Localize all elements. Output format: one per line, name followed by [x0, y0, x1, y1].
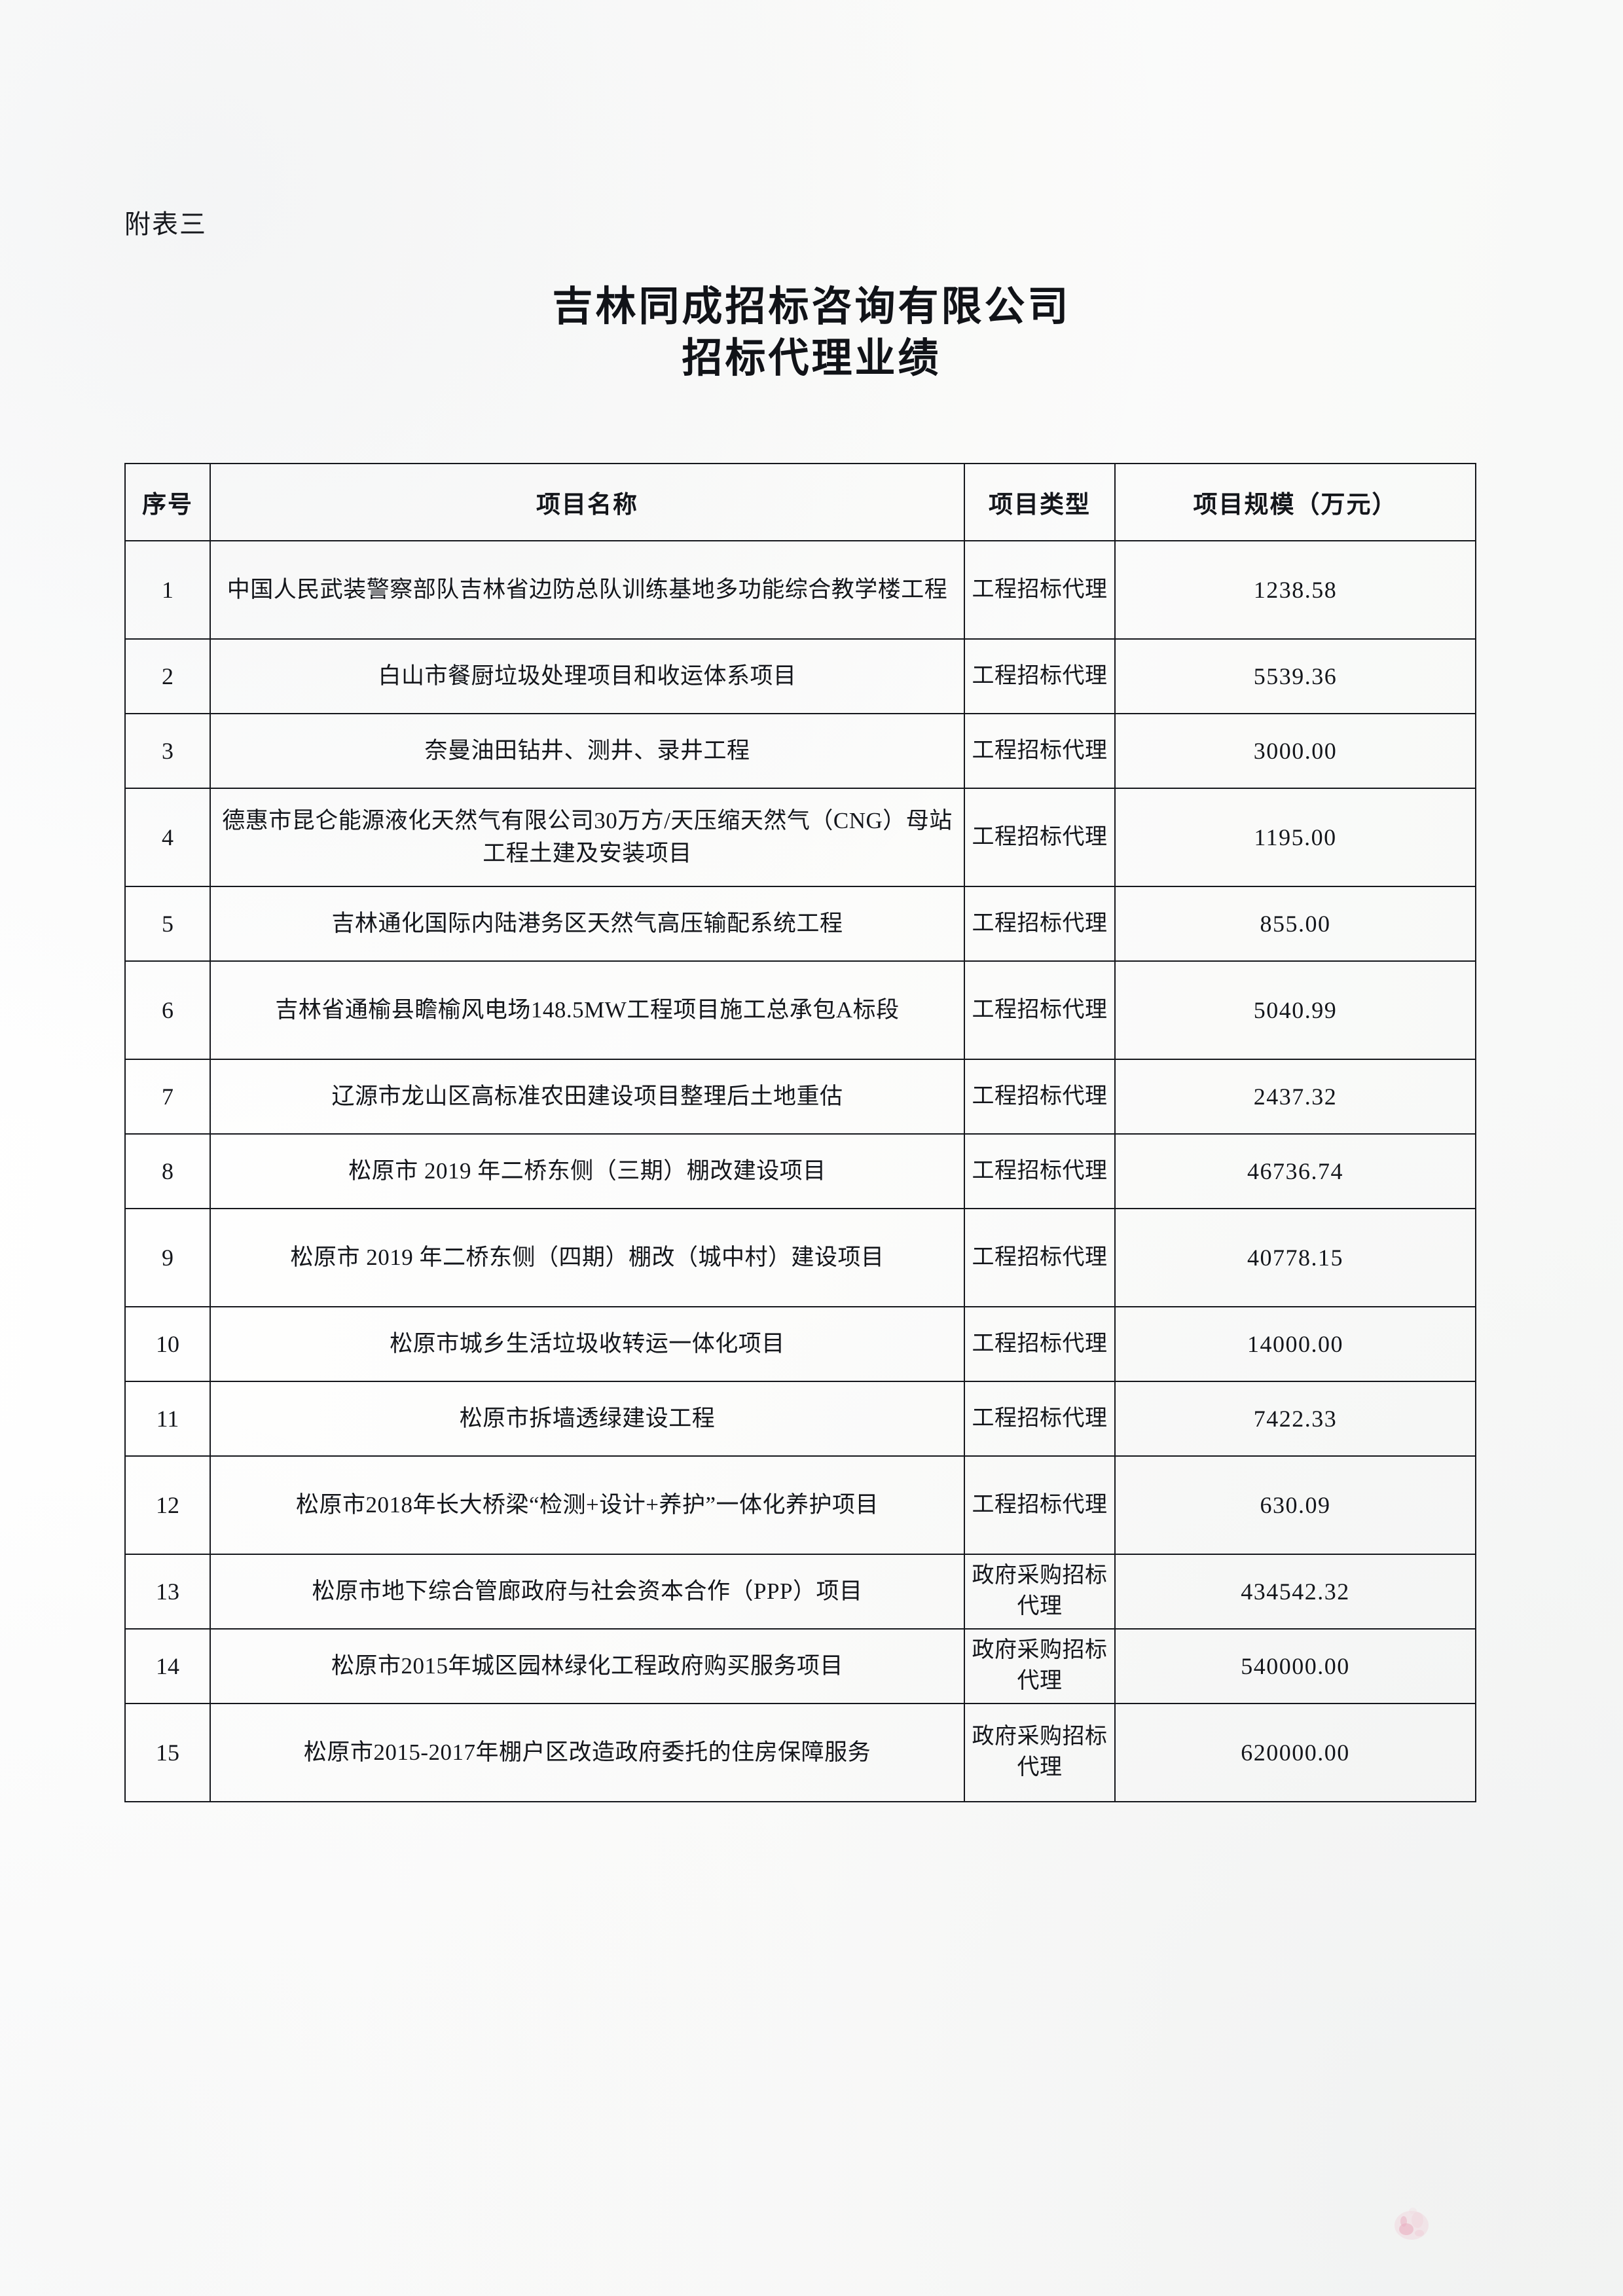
- document-subtitle-line: 招标代理业绩: [682, 337, 941, 382]
- cell-project-name: 奈曼油田钻井、测井、录井工程: [210, 713, 965, 789]
- cell-index: 4: [124, 788, 211, 887]
- cell-project-name: 松原市地下综合管廊政府与社会资本合作（PPP）项目: [210, 1554, 965, 1630]
- cell-index: 15: [124, 1703, 211, 1802]
- cell-project-scale: 434542.32: [1114, 1554, 1476, 1630]
- table-row: 7 辽源市龙山区高标准农田建设项目整理后土地重估 工程招标代理 2437.32: [124, 1059, 1476, 1135]
- cell-project-scale: 540000.00: [1114, 1628, 1476, 1704]
- cell-project-type: 政府采购招标代理: [964, 1628, 1116, 1704]
- table-row: 10 松原市城乡生活垃圾收转运一体化项目 工程招标代理 14000.00: [124, 1306, 1476, 1382]
- cell-project-scale: 630.09: [1114, 1455, 1476, 1555]
- cell-index: 3: [124, 713, 211, 789]
- cell-project-type: 工程招标代理: [964, 638, 1116, 714]
- table-row: 6 吉林省通榆县瞻榆风电场148.5MW工程项目施工总承包A标段 工程招标代理 504…: [124, 960, 1476, 1060]
- cell-index: 8: [124, 1133, 211, 1209]
- cell-project-name: 松原市2018年长大桥梁“检测+设计+养护”一体化养护项目: [210, 1455, 965, 1555]
- column-header-index: 序号: [124, 463, 211, 541]
- table-row: 5 吉林通化国际内陆港务区天然气高压输配系统工程 工程招标代理 855.00: [124, 886, 1476, 962]
- cell-project-scale: 40778.15: [1114, 1208, 1476, 1307]
- cell-index: 13: [124, 1554, 211, 1630]
- cell-index: 5: [124, 886, 211, 962]
- table-row: 4 德惠市昆仑能源液化天然气有限公司30万方/天压缩天然气（CNG）母站工程土建及…: [124, 788, 1476, 887]
- cell-project-type: 工程招标代理: [964, 713, 1116, 789]
- cell-project-name: 松原市2015年城区园林绿化工程政府购买服务项目: [210, 1628, 965, 1704]
- document-title: 吉林同成招标咨询有限公司 招标代理业绩: [0, 282, 1623, 386]
- cell-project-name: 吉林省通榆县瞻榆风电场148.5MW工程项目施工总承包A标段: [210, 960, 965, 1060]
- performance-table: 序号 项目名称 项目类型 项目规模（万元） 1 中国人民武装警察部队吉林省边防总队…: [124, 463, 1476, 1802]
- cell-project-scale: 7422.33: [1114, 1381, 1476, 1457]
- cell-project-scale: 2437.32: [1114, 1059, 1476, 1135]
- company-name-line: 吉林同成招标咨询有限公司: [552, 285, 1071, 329]
- table-body: 1 中国人民武装警察部队吉林省边防总队训练基地多功能综合教学楼工程 工程招标代理 12…: [124, 540, 1476, 1802]
- cell-project-name: 吉林通化国际内陆港务区天然气高压输配系统工程: [210, 886, 965, 962]
- table-row: 8 松原市 2019 年二桥东侧（三期）棚改建设项目 工程招标代理 46736.74: [124, 1133, 1476, 1209]
- table-row: 11 松原市拆墙透绿建设工程 工程招标代理 7422.33: [124, 1381, 1476, 1457]
- cell-index: 6: [124, 960, 211, 1060]
- cell-project-type: 工程招标代理: [964, 960, 1116, 1060]
- cell-project-name: 德惠市昆仑能源液化天然气有限公司30万方/天压缩天然气（CNG）母站工程土建及安…: [210, 788, 965, 887]
- sheet-label: 附表三: [124, 210, 207, 239]
- cell-project-type: 工程招标代理: [964, 1306, 1116, 1382]
- table-row: 3 奈曼油田钻井、测井、录井工程 工程招标代理 3000.00: [124, 713, 1476, 789]
- cell-project-scale: 14000.00: [1114, 1306, 1476, 1382]
- table-row: 2 白山市餐厨垃圾处理项目和收运体系项目 工程招标代理 5539.36: [124, 638, 1476, 714]
- cell-project-name: 辽源市龙山区高标准农田建设项目整理后土地重估: [210, 1059, 965, 1135]
- cell-project-scale: 3000.00: [1114, 713, 1476, 789]
- cell-index: 2: [124, 638, 211, 714]
- cell-project-scale: 855.00: [1114, 886, 1476, 962]
- cell-project-type: 工程招标代理: [964, 540, 1116, 640]
- column-header-project-name: 项目名称: [210, 463, 965, 541]
- cell-project-type: 工程招标代理: [964, 1059, 1116, 1135]
- cell-index: 7: [124, 1059, 211, 1135]
- cell-project-type: 工程招标代理: [964, 1381, 1116, 1457]
- table-header-row: 序号 项目名称 项目类型 项目规模（万元）: [124, 463, 1476, 541]
- cell-index: 10: [124, 1306, 211, 1382]
- cell-project-name: 松原市 2019 年二桥东侧（三期）棚改建设项目: [210, 1133, 965, 1209]
- cell-project-scale: 5040.99: [1114, 960, 1476, 1060]
- cell-index: 1: [124, 540, 211, 640]
- cell-project-name: 中国人民武装警察部队吉林省边防总队训练基地多功能综合教学楼工程: [210, 540, 965, 640]
- table-row: 9 松原市 2019 年二桥东侧（四期）棚改（城中村）建设项目 工程招标代理 4077…: [124, 1208, 1476, 1307]
- cell-index: 14: [124, 1628, 211, 1704]
- table-row: 14 松原市2015年城区园林绿化工程政府购买服务项目 政府采购招标代理 540000…: [124, 1628, 1476, 1704]
- column-header-project-type: 项目类型: [964, 463, 1116, 541]
- cell-project-type: 工程招标代理: [964, 1208, 1116, 1307]
- cell-project-name: 松原市2015-2017年棚户区改造政府委托的住房保障服务: [210, 1703, 965, 1802]
- table-row: 1 中国人民武装警察部队吉林省边防总队训练基地多功能综合教学楼工程 工程招标代理 12…: [124, 540, 1476, 640]
- cell-project-name: 松原市城乡生活垃圾收转运一体化项目: [210, 1306, 965, 1382]
- cell-index: 11: [124, 1381, 211, 1457]
- cell-project-name: 松原市拆墙透绿建设工程: [210, 1381, 965, 1457]
- cell-index: 9: [124, 1208, 211, 1307]
- cell-project-scale: 1195.00: [1114, 788, 1476, 887]
- performance-table-wrapper: 序号 项目名称 项目类型 项目规模（万元） 1 中国人民武装警察部队吉林省边防总队…: [124, 463, 1476, 1802]
- cell-project-type: 工程招标代理: [964, 1133, 1116, 1209]
- cell-project-scale: 1238.58: [1114, 540, 1476, 640]
- table-header: 序号 项目名称 项目类型 项目规模（万元）: [124, 463, 1476, 541]
- cell-project-type: 工程招标代理: [964, 1455, 1116, 1555]
- cell-index: 12: [124, 1455, 211, 1555]
- cell-project-name: 松原市 2019 年二桥东侧（四期）棚改（城中村）建设项目: [210, 1208, 965, 1307]
- cell-project-scale: 46736.74: [1114, 1133, 1476, 1209]
- column-header-project-scale: 项目规模（万元）: [1114, 463, 1476, 541]
- cell-project-type: 工程招标代理: [964, 886, 1116, 962]
- ink-stamp-smudge-icon: [1395, 2208, 1429, 2240]
- cell-project-type: 政府采购招标代理: [964, 1703, 1116, 1802]
- cell-project-type: 工程招标代理: [964, 788, 1116, 887]
- cell-project-scale: 620000.00: [1114, 1703, 1476, 1802]
- table-row: 13 松原市地下综合管廊政府与社会资本合作（PPP）项目 政府采购招标代理 43454…: [124, 1554, 1476, 1630]
- cell-project-type: 政府采购招标代理: [964, 1554, 1116, 1630]
- cell-project-name: 白山市餐厨垃圾处理项目和收运体系项目: [210, 638, 965, 714]
- table-row: 12 松原市2018年长大桥梁“检测+设计+养护”一体化养护项目 工程招标代理 630…: [124, 1455, 1476, 1555]
- cell-project-scale: 5539.36: [1114, 638, 1476, 714]
- table-row: 15 松原市2015-2017年棚户区改造政府委托的住房保障服务 政府采购招标代理 6…: [124, 1703, 1476, 1802]
